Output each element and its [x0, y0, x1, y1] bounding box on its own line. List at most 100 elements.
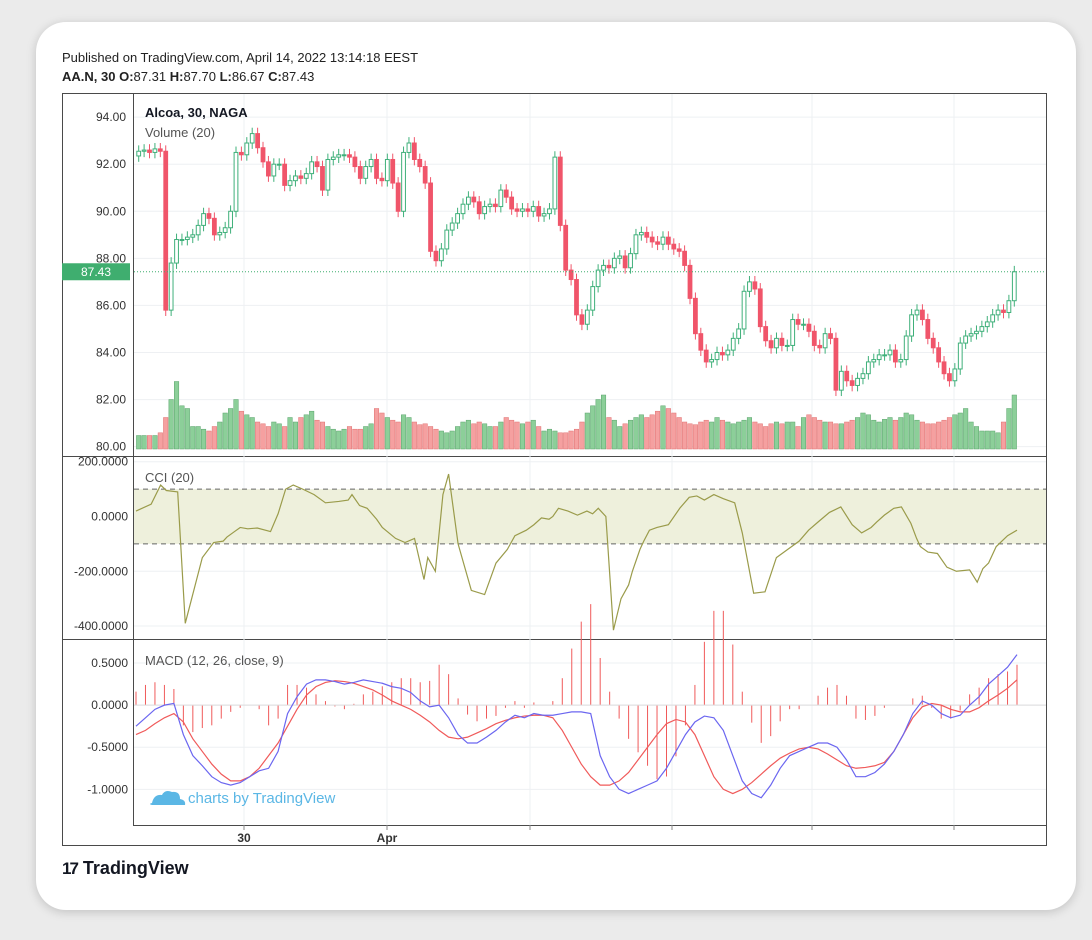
last-price-tag: 87.43	[62, 263, 130, 281]
volume-bar	[855, 417, 861, 450]
candle-body	[790, 319, 796, 346]
volume-bar	[525, 421, 531, 450]
candle-body	[801, 323, 806, 326]
candle-body	[482, 206, 488, 215]
volume-bar	[292, 421, 298, 450]
close-value: 87.43	[281, 69, 315, 84]
volume-bar	[373, 408, 380, 450]
candle-body	[671, 243, 677, 250]
volume-bar	[638, 414, 644, 450]
volume-bar	[390, 419, 396, 450]
volume-bar	[211, 426, 217, 450]
macd-lines	[135, 654, 1018, 799]
candle-body	[730, 337, 736, 351]
volume-bar	[319, 421, 325, 450]
volume-bar	[503, 417, 509, 450]
volume-bar	[546, 428, 552, 450]
candle-body	[909, 314, 914, 337]
volume-bar	[346, 426, 353, 450]
volume-bar	[1011, 394, 1017, 450]
volume-bar	[184, 408, 190, 450]
candle-body	[552, 156, 558, 210]
tradingview-cloud-icon	[150, 791, 186, 805]
volume-bar	[444, 432, 450, 450]
candle-body	[514, 208, 520, 212]
candle-body	[865, 361, 871, 375]
candle-body	[898, 359, 904, 363]
volume-bar	[471, 423, 477, 450]
volume-bar	[357, 428, 363, 450]
candle-body	[211, 217, 217, 236]
volume-bar	[719, 419, 725, 450]
candle-body	[460, 203, 466, 215]
candle-body	[709, 359, 715, 363]
candle-body	[363, 166, 369, 179]
volume-bar	[563, 432, 569, 450]
candle-body	[957, 342, 963, 370]
volume-bar	[601, 394, 607, 450]
price-tick-label: 82.00	[96, 393, 126, 407]
candle-body	[195, 224, 201, 236]
volume-bar	[628, 419, 634, 450]
volume-bar	[325, 426, 331, 450]
candle-body	[590, 286, 596, 311]
candle-body	[336, 154, 342, 158]
volume-bar	[779, 423, 785, 450]
candle-body	[411, 142, 417, 160]
candle-body	[698, 333, 704, 351]
candle-body	[914, 309, 920, 316]
volume-bar	[163, 417, 169, 450]
volume-bar	[330, 428, 336, 450]
candle-body	[471, 196, 477, 203]
volume-bar	[379, 412, 385, 450]
candle-body	[406, 142, 412, 153]
cci-band	[134, 488, 1046, 545]
price-pane-title: Alcoa, 30, NAGA	[145, 105, 248, 120]
volume-bar	[455, 426, 461, 450]
volume-bar	[584, 412, 590, 450]
volume-bar	[428, 426, 434, 450]
candle-body	[438, 248, 444, 262]
candle-body	[239, 151, 244, 156]
volume-bar	[573, 428, 580, 450]
candle-body	[882, 354, 887, 357]
candle-body	[703, 349, 709, 363]
candle-body	[271, 163, 277, 177]
volume-bar	[930, 423, 936, 450]
brand-name: TradingView	[82, 858, 189, 878]
volume-bar	[368, 423, 374, 450]
candle-body	[984, 321, 990, 328]
volume-bar	[141, 435, 147, 450]
cci-tick-label: -200.0000	[74, 564, 128, 578]
cci-band-fill	[134, 489, 1046, 544]
low-value: 86.67	[231, 69, 265, 84]
price-tick-label: 84.00	[96, 345, 126, 359]
volume-bar	[833, 423, 839, 450]
candle-body	[547, 208, 552, 215]
candle-body	[990, 314, 996, 323]
candles	[134, 127, 1046, 397]
price-tick-label: 88.00	[96, 251, 126, 265]
candle-body	[633, 234, 639, 255]
published-line: Published on TradingView.com, April 14, …	[62, 50, 419, 65]
candle-body	[763, 326, 769, 342]
volume-bar	[936, 421, 942, 450]
candle-body	[595, 269, 601, 288]
volume-bar	[973, 426, 979, 450]
candle-body	[206, 213, 212, 219]
high-value: 87.70	[183, 69, 216, 84]
candle-body	[266, 161, 271, 177]
volume-bars	[136, 381, 1017, 450]
candle-body	[163, 150, 169, 311]
candle-body	[347, 154, 352, 158]
volume-bar	[784, 421, 790, 450]
symbol: AA.N, 30	[62, 69, 116, 84]
brand-logo[interactable]: 17 TradingView	[62, 858, 189, 879]
volume-bar	[336, 430, 342, 450]
volume-bar	[482, 423, 488, 450]
candle-body	[141, 149, 147, 152]
volume-bar	[406, 417, 412, 450]
volume-bar	[136, 435, 142, 450]
candle-body	[736, 328, 742, 339]
candle-body	[536, 206, 542, 217]
